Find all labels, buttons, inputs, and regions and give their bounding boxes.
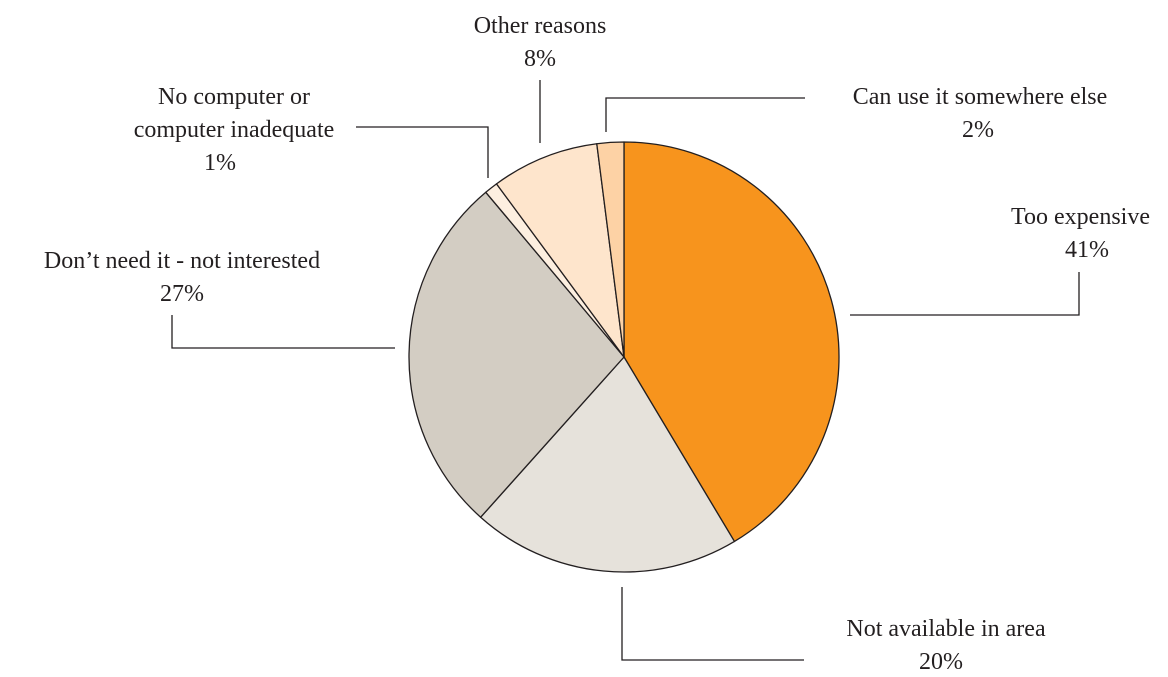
leader-too-expensive: [850, 272, 1080, 316]
value-other-reasons: 8%: [524, 46, 556, 72]
value-somewhere-else: 2%: [962, 117, 994, 143]
pie-slices: [408, 141, 840, 573]
label-not-available: Not available in area: [846, 616, 1046, 642]
value-too-expensive: 41%: [1065, 237, 1109, 263]
slice-other-reasons: [495, 143, 625, 358]
slice-somewhere-else: [596, 141, 625, 358]
label-somewhere-else: Can use it somewhere else: [853, 84, 1108, 110]
label-no-computer-line1: No computer or: [158, 84, 310, 110]
slice-too-expensive: [623, 141, 840, 543]
label-dont-need: Don’t need it - not interested: [44, 248, 320, 274]
label-no-computer-line2: computer inadequate: [134, 117, 335, 143]
slice-not-available: [479, 356, 736, 573]
leader-no-computer: [356, 126, 489, 178]
value-not-available: 20%: [919, 649, 963, 675]
leader-dont-need: [171, 315, 395, 349]
label-other-reasons: Other reasons: [474, 13, 607, 39]
value-no-computer: 1%: [204, 150, 236, 176]
value-dont-need: 27%: [160, 281, 204, 307]
slice-dont-need: [408, 191, 625, 518]
label-too-expensive: Too expensive: [1011, 204, 1150, 230]
leader-somewhere-else: [605, 97, 805, 132]
leader-not-available: [621, 587, 804, 661]
